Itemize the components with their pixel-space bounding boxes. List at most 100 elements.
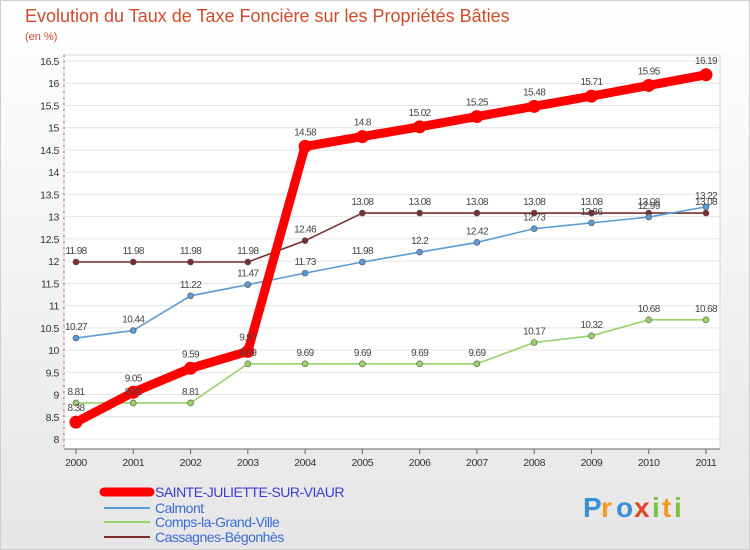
- x-tick-label: 2010: [638, 457, 660, 469]
- legend-label: SAINTE-JULIETTE-SUR-VIAUR: [155, 484, 344, 500]
- data-label: 8.81: [125, 387, 143, 398]
- data-label: 11.73: [294, 257, 316, 268]
- data-label: 13.22: [695, 191, 718, 202]
- data-point: [699, 68, 713, 82]
- data-label: 13.08: [638, 197, 661, 208]
- y-tick-label: 11: [49, 301, 60, 313]
- data-label: 13.08: [351, 197, 374, 208]
- data-label: 9.69: [297, 348, 315, 359]
- data-label: 12.42: [466, 226, 489, 237]
- data-label: 10.44: [122, 314, 145, 325]
- data-point: [359, 258, 366, 266]
- y-tick-label: 16: [48, 78, 59, 90]
- data-point: [642, 78, 656, 92]
- data-point: [702, 209, 710, 217]
- legend-label: Calmont: [155, 500, 204, 516]
- x-tick-label: 2003: [237, 457, 259, 469]
- plot-area: 8 8.5 9 9.5 10 10.5 11 11.5 12 12.5 13 13.5 14 14.5 15…: [40, 54, 721, 469]
- data-label: 8.38: [67, 403, 85, 414]
- x-tick-label: 2005: [351, 457, 373, 469]
- data-label: 15.02: [409, 108, 432, 119]
- data-label: 12.46: [294, 225, 317, 236]
- data-label: 8.81: [182, 387, 200, 398]
- y-tick-label: 11.5: [41, 278, 60, 290]
- data-label: 10.68: [695, 304, 718, 315]
- data-point: [702, 316, 710, 324]
- data-labels-0: 8.38 9.05 9.59 9.97 14.58 14.8 15.02 15.25 15.48…: [67, 56, 718, 414]
- data-label: 8.81: [67, 387, 85, 398]
- data-point: [702, 203, 710, 211]
- x-tick-label: 2000: [65, 457, 87, 469]
- data-label: 9.69: [411, 348, 429, 359]
- logo-letter: r: [601, 492, 613, 523]
- data-label: 12.99: [638, 201, 661, 212]
- data-point: [470, 110, 484, 124]
- y-tick-label: 9: [54, 390, 60, 402]
- data-point: [301, 237, 309, 244]
- x-tick-label: 2006: [409, 457, 431, 469]
- data-label: 15.71: [580, 77, 603, 88]
- y-tick-label: 15.5: [40, 100, 59, 112]
- data-label: 11.98: [237, 246, 259, 257]
- data-label: 13.08: [523, 197, 546, 208]
- data-label: 12.86: [580, 207, 603, 218]
- logo-letter: i: [652, 492, 661, 523]
- data-label: 14.8: [354, 118, 372, 129]
- data-point: [241, 344, 255, 358]
- y-tick-label: 8.5: [46, 412, 60, 424]
- series-2: [72, 316, 710, 407]
- data-point: [473, 239, 481, 246]
- x-tick-label: 2007: [466, 457, 488, 469]
- data-labels-1: 10.2710.4411.2211.4711.7311.9812.212.421…: [65, 191, 719, 333]
- data-label: 9.05: [125, 373, 143, 384]
- data-point: [129, 258, 137, 266]
- series-line: [71, 70, 711, 427]
- y-tick-label: 15: [48, 123, 59, 135]
- chart-title: Evolution du Taux de Taxe Foncière sur l…: [25, 6, 510, 26]
- series-line: [75, 319, 707, 404]
- data-label: 15.25: [466, 98, 489, 109]
- data-label: 14.58: [294, 127, 317, 138]
- data-label: 9.69: [239, 348, 257, 359]
- logo-letter: t: [662, 492, 672, 523]
- data-point: [244, 258, 252, 266]
- data-point: [129, 399, 137, 407]
- series-line: [75, 212, 707, 263]
- logo-letter: P: [583, 492, 603, 523]
- data-point: [187, 292, 194, 300]
- series-0: [69, 68, 713, 429]
- data-label: 12.73: [523, 213, 546, 224]
- data-point: [72, 399, 80, 407]
- series-3: [72, 209, 710, 266]
- data-labels-3: 11.98 11.98 11.98 11.98 12.46 13.08 13.08 13.08…: [65, 197, 718, 257]
- x-tick-label: 2002: [180, 457, 202, 469]
- data-point: [298, 139, 312, 153]
- data-point: [527, 99, 541, 113]
- data-label: 15.48: [523, 87, 546, 98]
- data-point: [530, 225, 538, 232]
- data-label: 9.69: [354, 348, 372, 359]
- data-point: [588, 219, 595, 227]
- y-tick-label: 16.5: [40, 56, 59, 68]
- y-tick-label: 14: [48, 167, 59, 179]
- data-label: 9.69: [468, 348, 486, 359]
- x-tick-label: 2001: [122, 457, 144, 469]
- data-point: [187, 258, 194, 266]
- legend-label: Cassagnes-Bégonhès: [155, 529, 284, 545]
- data-point: [416, 248, 423, 256]
- data-label: 11.98: [123, 246, 145, 257]
- data-point: [588, 209, 595, 217]
- data-point: [645, 316, 653, 324]
- data-label: 10.68: [638, 304, 661, 315]
- data-labels-2: 8.81 8.81 8.81 9.69 9.69 9.69 9.69 9.69 10.17 10.…: [67, 304, 718, 398]
- data-label: 13.08: [695, 197, 718, 208]
- data-point: [416, 209, 423, 217]
- data-label: 10.27: [65, 322, 88, 333]
- data-label: 11.98: [352, 246, 374, 257]
- legend: SAINTE-JULIETTE-SUR-VIAURCalmontComps-la…: [99, 484, 345, 545]
- data-label: 11.98: [65, 246, 87, 257]
- logo-letter: x: [634, 492, 651, 523]
- data-point: [72, 334, 80, 342]
- data-label: 9.59: [182, 349, 200, 360]
